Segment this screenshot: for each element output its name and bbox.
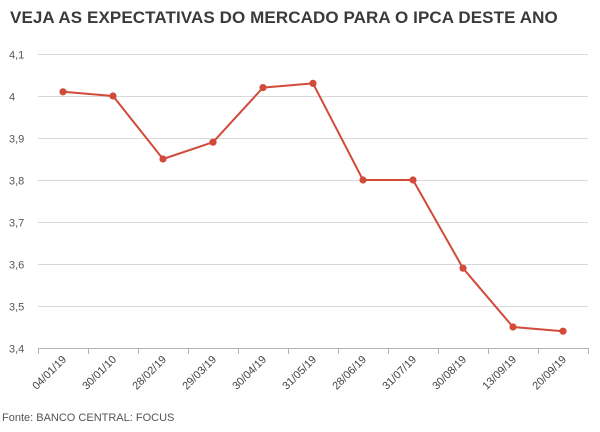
data-point[interactable] xyxy=(209,138,217,146)
data-point[interactable] xyxy=(509,323,517,331)
chart-title: VEJA AS EXPECTATIVAS DO MERCADO PARA O I… xyxy=(10,8,558,27)
y-tick-label: 3,8 xyxy=(9,176,24,188)
data-point[interactable] xyxy=(359,176,367,184)
y-axis-labels: 3,4 3,5 3,6 3,7 3,8 3,9 4 4,1 xyxy=(9,50,24,356)
x-tick-label: 28/06/19 xyxy=(330,354,369,393)
y-tick-label: 4,1 xyxy=(9,50,24,62)
x-tick-label: 30/08/19 xyxy=(430,354,469,393)
y-tick-label: 3,5 xyxy=(9,302,24,314)
series-line xyxy=(62,82,564,333)
x-tick-label: 04/01/19 xyxy=(30,354,69,393)
data-point[interactable] xyxy=(259,84,267,92)
data-point[interactable] xyxy=(159,155,167,163)
data-point[interactable] xyxy=(409,176,417,184)
x-tick-label: 28/02/19 xyxy=(130,354,169,393)
series-line-group xyxy=(62,82,564,333)
y-tick-label: 3,4 xyxy=(9,344,24,356)
data-point[interactable] xyxy=(59,88,67,96)
y-tick-label: 3,9 xyxy=(9,134,24,146)
y-tick-label: 3,6 xyxy=(9,260,24,272)
x-tick-label: 30/01/10 xyxy=(80,354,119,393)
x-axis xyxy=(38,348,589,354)
data-point[interactable] xyxy=(309,79,317,87)
gridlines xyxy=(38,54,588,307)
data-point[interactable] xyxy=(459,264,467,272)
series-points-group xyxy=(59,79,567,335)
x-axis-labels: 04/01/19 30/01/10 28/02/19 29/03/19 30/04/19… xyxy=(30,354,569,393)
x-tick-label: 13/09/19 xyxy=(480,354,519,393)
source-note: Fonte: BANCO CENTRAL: FOCUS xyxy=(2,412,175,424)
x-tick-label: 30/04/19 xyxy=(230,354,269,393)
data-point[interactable] xyxy=(559,327,567,335)
x-tick-label: 29/03/19 xyxy=(180,354,219,393)
x-tick-label: 31/05/19 xyxy=(280,354,319,393)
x-tick-label: 20/09/19 xyxy=(530,354,569,393)
y-tick-label: 3,7 xyxy=(9,218,24,230)
x-tick-label: 31/07/19 xyxy=(380,354,419,393)
y-tick-label: 4 xyxy=(9,92,15,104)
data-point[interactable] xyxy=(109,92,117,100)
